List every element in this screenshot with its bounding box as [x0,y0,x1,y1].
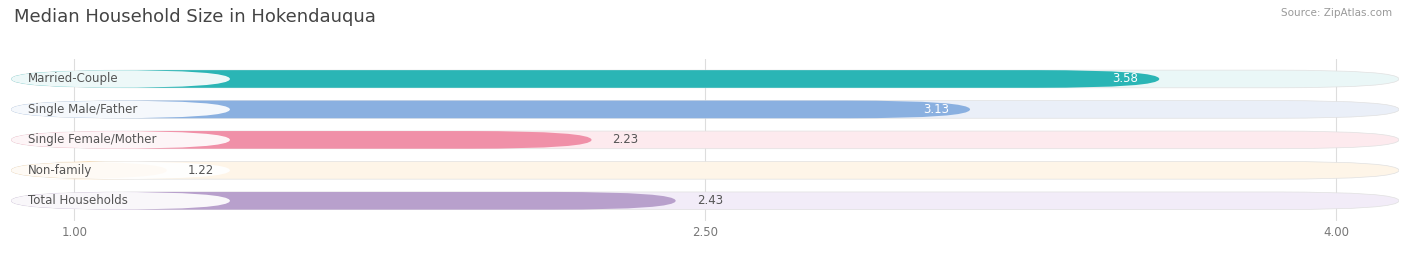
Text: 1.22: 1.22 [188,164,214,177]
Text: 3.58: 3.58 [1112,72,1139,86]
FancyBboxPatch shape [11,192,676,210]
FancyBboxPatch shape [11,161,167,179]
Text: 2.43: 2.43 [697,194,723,207]
FancyBboxPatch shape [11,192,1399,210]
Text: Single Female/Mother: Single Female/Mother [28,133,156,146]
FancyBboxPatch shape [11,161,1399,179]
Text: Source: ZipAtlas.com: Source: ZipAtlas.com [1281,8,1392,18]
FancyBboxPatch shape [11,70,1399,88]
Text: Single Male/Father: Single Male/Father [28,103,138,116]
FancyBboxPatch shape [11,70,1160,88]
FancyBboxPatch shape [11,101,970,118]
FancyBboxPatch shape [11,131,231,149]
Text: Non-family: Non-family [28,164,93,177]
FancyBboxPatch shape [11,131,592,149]
Text: Total Households: Total Households [28,194,128,207]
FancyBboxPatch shape [11,101,231,118]
FancyBboxPatch shape [11,131,1399,149]
FancyBboxPatch shape [11,161,231,179]
FancyBboxPatch shape [11,101,1399,118]
FancyBboxPatch shape [11,70,231,88]
Text: Median Household Size in Hokendauqua: Median Household Size in Hokendauqua [14,8,375,26]
Text: 2.23: 2.23 [613,133,638,146]
FancyBboxPatch shape [11,192,231,210]
Text: 3.13: 3.13 [922,103,949,116]
Text: Married-Couple: Married-Couple [28,72,118,86]
